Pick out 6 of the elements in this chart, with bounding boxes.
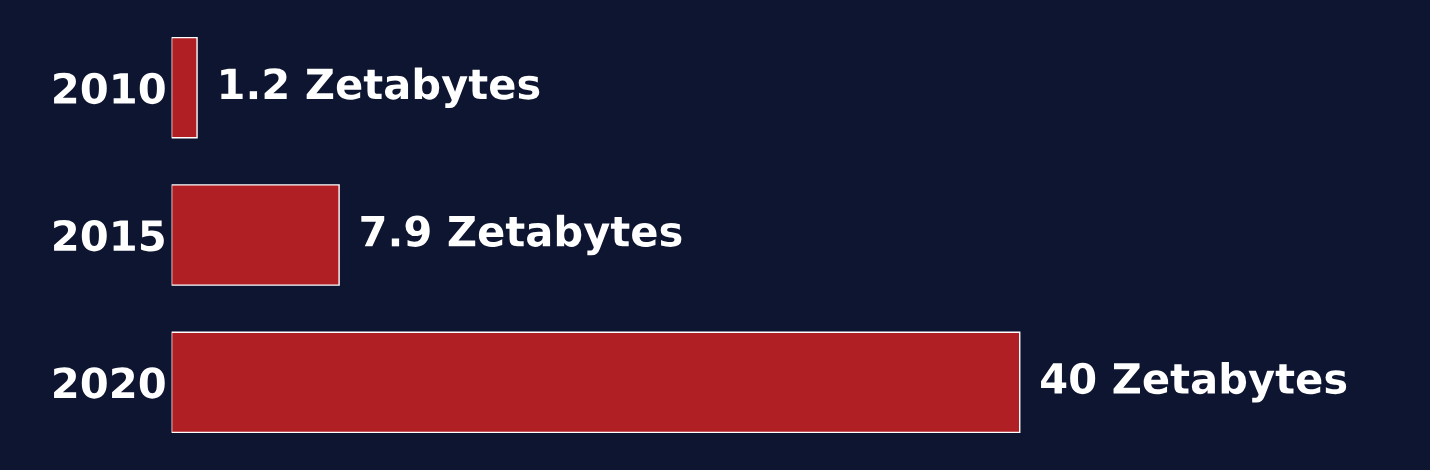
data-label: 7.9 Zetabytes: [361, 214, 682, 256]
y-tick-label: 2015: [54, 219, 164, 252]
data-label: 1.2 Zetabytes: [221, 67, 540, 109]
y-tick-label: 2010: [54, 72, 165, 105]
data-label: 40 Zetabytes: [1041, 361, 1347, 403]
y-tick-label: 2020: [54, 367, 165, 399]
